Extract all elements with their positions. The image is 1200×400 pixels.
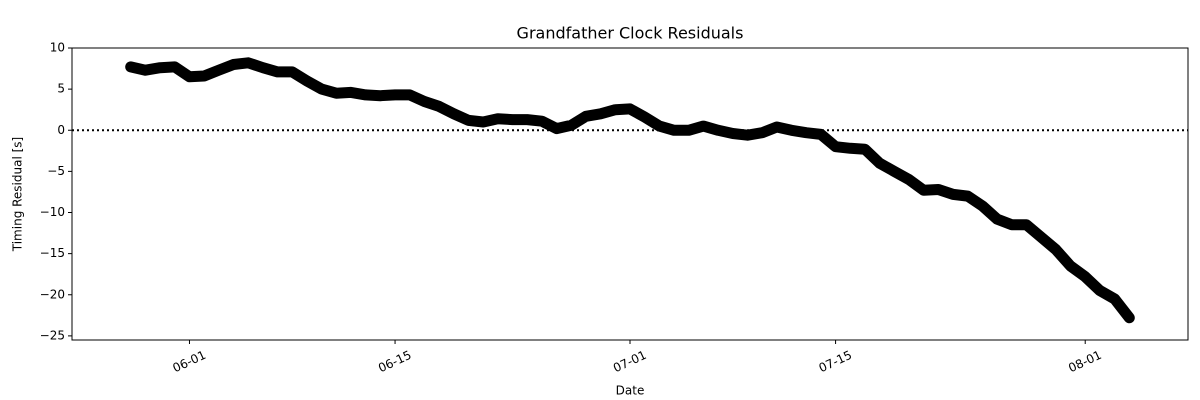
y-tick-label: −10: [40, 205, 65, 219]
x-axis-label: Date: [616, 384, 645, 398]
y-tick-label: 5: [57, 82, 65, 96]
y-tick-label: −20: [40, 287, 65, 301]
x-tick-label: 06-15: [376, 348, 414, 375]
y-tick-label: −5: [47, 164, 65, 178]
y-tick-label: −15: [40, 246, 65, 260]
y-axis-label: Timing Residual [s]: [11, 137, 25, 252]
y-tick-label: −25: [40, 328, 65, 342]
y-tick-label: 10: [50, 41, 65, 55]
x-tick-label: 07-15: [817, 348, 855, 375]
x-tick-label: 08-01: [1066, 348, 1104, 375]
x-tick-label: 07-01: [611, 348, 649, 375]
x-tick-label: 06-01: [171, 348, 209, 375]
residual-line: [125, 57, 1135, 324]
y-tick-label: 0: [57, 123, 65, 137]
chart-title: Grandfather Clock Residuals: [517, 24, 744, 43]
plot-frame: [71, 47, 1189, 341]
